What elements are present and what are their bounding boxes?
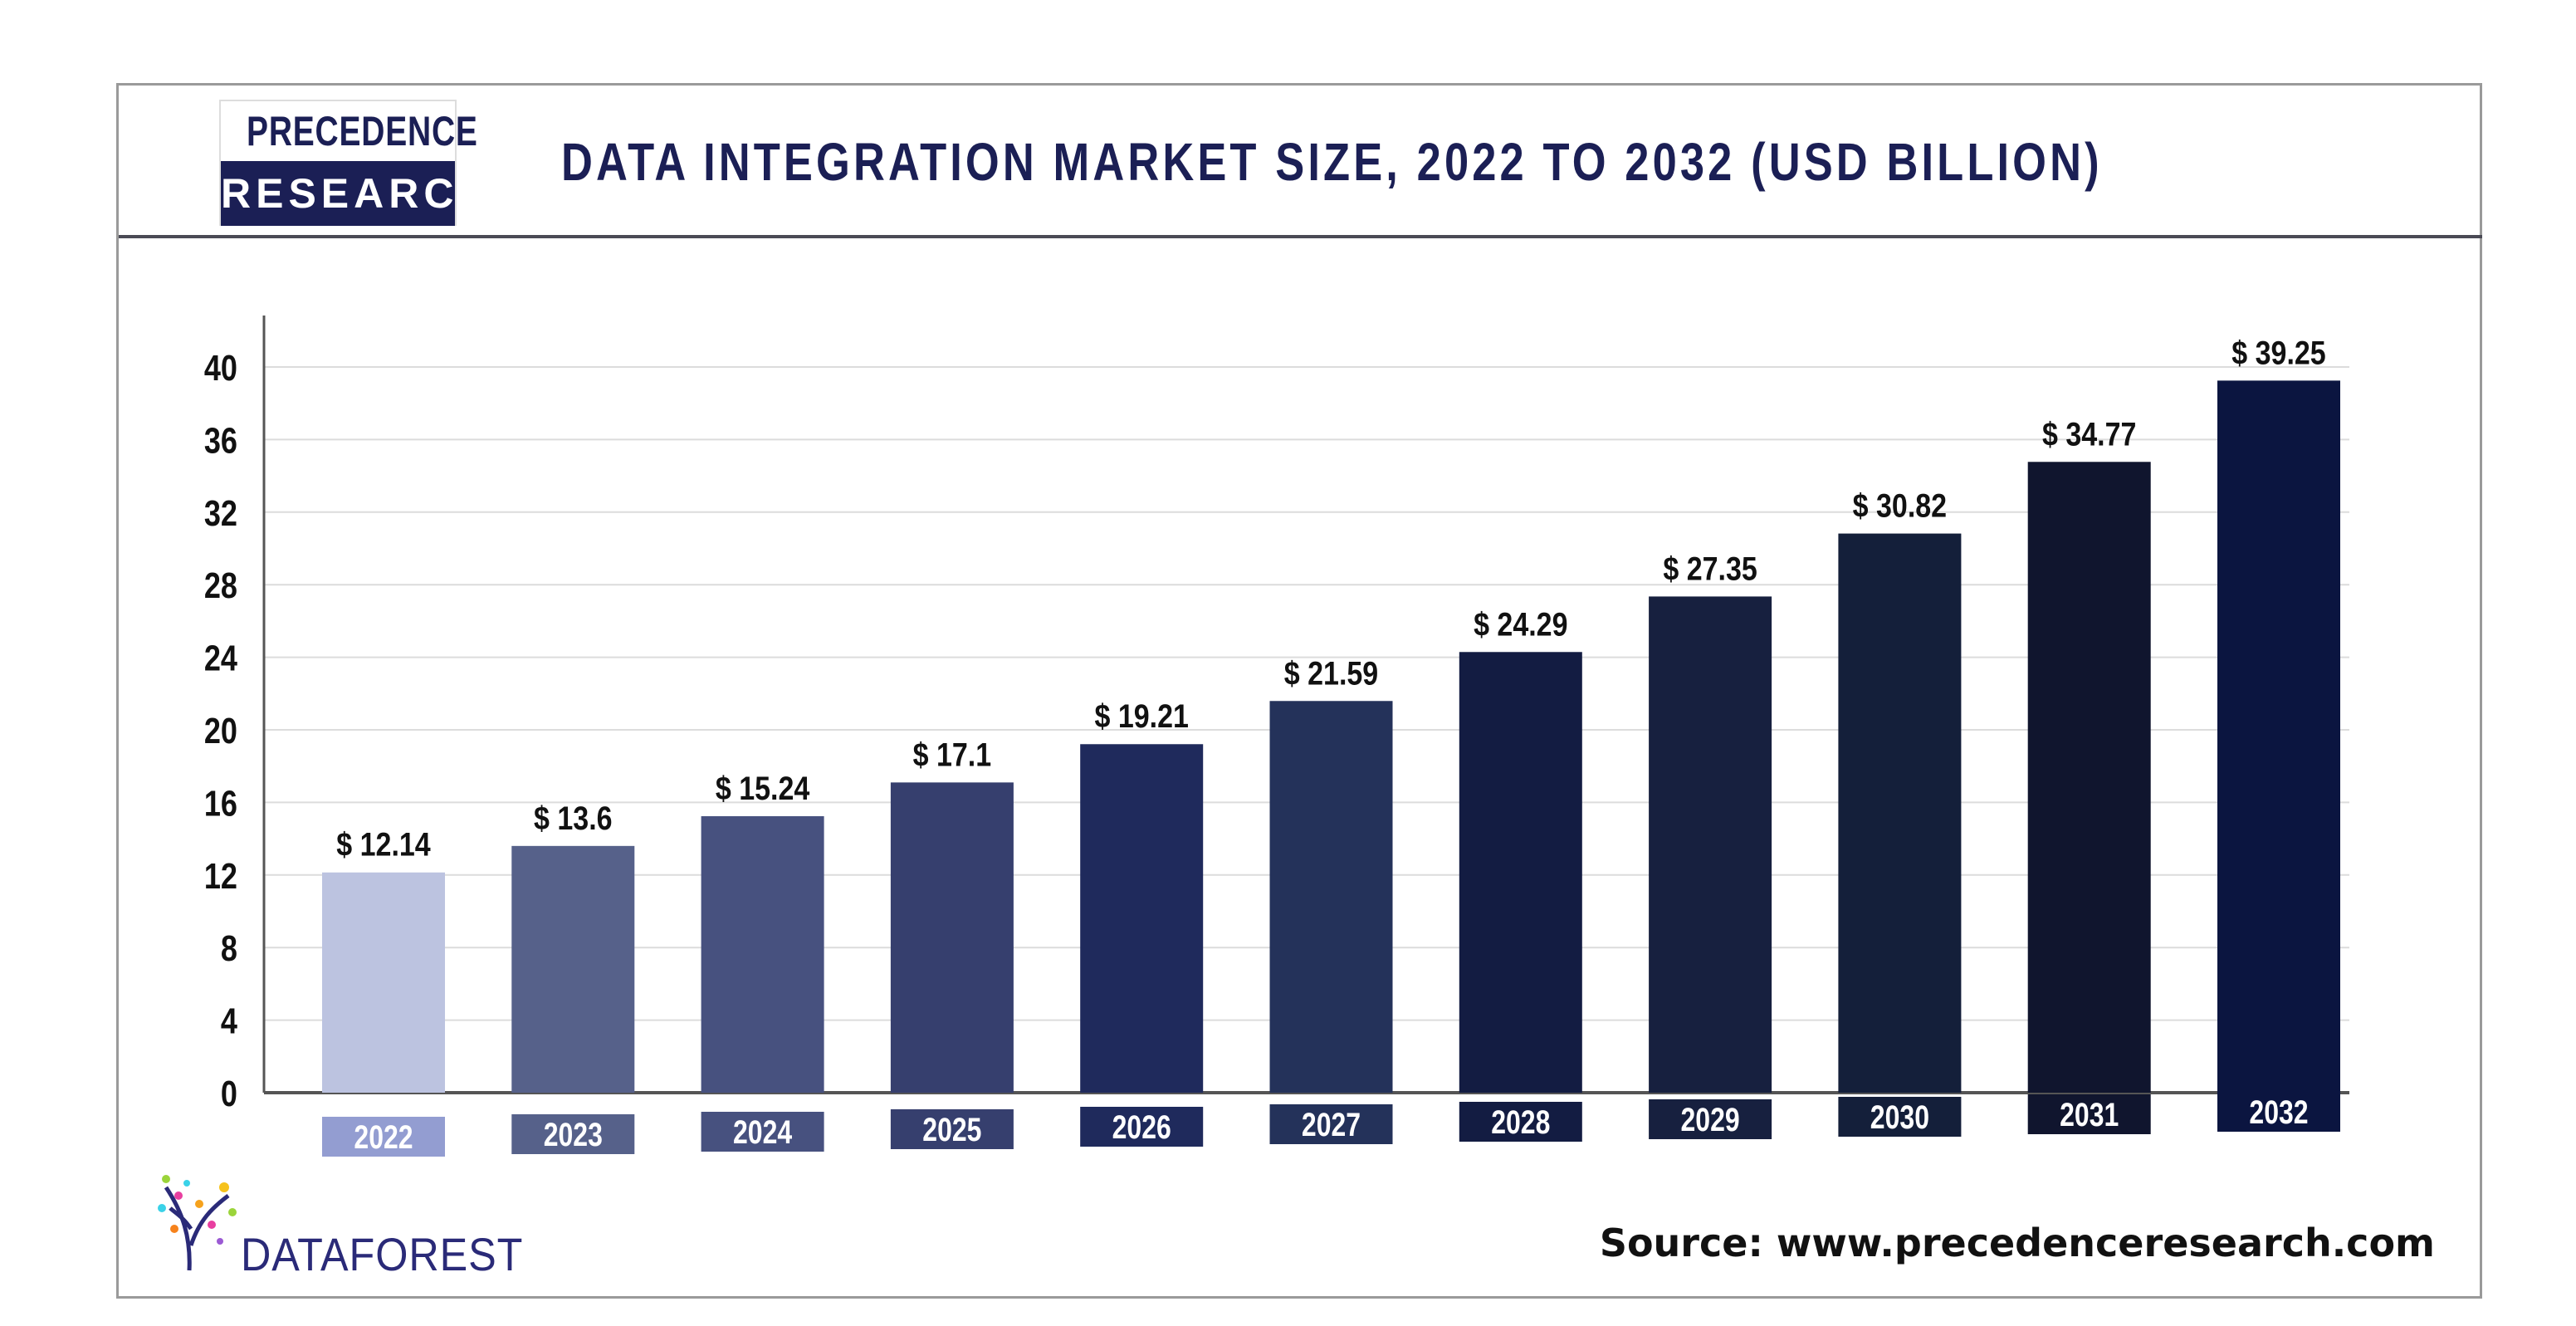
y-tick-label: 4 [221, 1001, 238, 1041]
y-tick-label: 24 [204, 638, 238, 678]
data-label: $ 21.59 [1284, 654, 1378, 692]
bar [1838, 533, 1962, 1093]
y-tick-label: 40 [204, 348, 237, 389]
y-tick-label: 12 [204, 855, 237, 896]
x-tick-label: 2026 [1112, 1108, 1171, 1146]
x-tick-box [890, 1109, 1014, 1149]
bar [890, 782, 1014, 1093]
chart-title: DATA INTEGRATION MARKET SIZE, 2022 TO 20… [561, 132, 2103, 192]
bar [701, 816, 824, 1093]
data-label: $ 15.24 [716, 769, 810, 806]
y-tick-label: 28 [204, 565, 237, 606]
y-tick-label: 20 [204, 711, 237, 751]
x-tick-label: 2024 [733, 1113, 792, 1151]
bar [1080, 744, 1204, 1093]
x-tick-label: 2022 [354, 1118, 413, 1156]
data-label: $ 19.21 [1094, 697, 1188, 735]
data-label: $ 39.25 [2231, 334, 2325, 371]
x-tick-box [701, 1112, 824, 1152]
bar [1649, 596, 1772, 1093]
data-label: $ 30.82 [1853, 487, 1947, 524]
data-label: $ 27.35 [1663, 550, 1757, 587]
x-tick-label: 2025 [922, 1111, 981, 1148]
data-label: $ 24.29 [1474, 605, 1567, 643]
x-tick-label: 2029 [1681, 1101, 1740, 1138]
x-tick-box [1838, 1097, 1962, 1137]
y-tick-label: 36 [204, 420, 237, 461]
x-tick-box [1459, 1102, 1582, 1142]
data-label: $ 17.1 [913, 736, 992, 773]
bar [1269, 701, 1393, 1093]
x-tick-label: 2027 [1302, 1106, 1361, 1143]
bar [1459, 652, 1582, 1093]
x-tick-label: 2032 [2249, 1094, 2308, 1131]
y-tick-label: 8 [221, 928, 237, 969]
x-tick-box [511, 1114, 635, 1154]
bar [2217, 380, 2340, 1093]
y-tick-label: 0 [221, 1074, 237, 1114]
x-tick-box [322, 1117, 445, 1157]
x-tick-box [2217, 1092, 2340, 1132]
x-tick-box [1649, 1099, 1772, 1139]
x-tick-label: 2028 [1491, 1103, 1550, 1141]
bar [2027, 462, 2151, 1093]
x-tick-label: 2030 [1870, 1098, 1929, 1136]
data-label: $ 34.77 [2042, 415, 2136, 453]
source-text: Source: www.precedenceresearch.com [1599, 1221, 2435, 1265]
data-label: $ 13.6 [534, 799, 613, 836]
bar [322, 872, 445, 1093]
bar [511, 845, 635, 1093]
precedence-research-logo: PRECEDENCE RESEARCH [219, 100, 489, 226]
x-tick-label: 2031 [2060, 1096, 2119, 1133]
header-divider [119, 235, 2482, 238]
dataforest-wordmark: DATAFOREST [241, 1228, 524, 1280]
x-tick-box [1269, 1104, 1393, 1144]
chart-frame [116, 83, 2482, 1299]
y-tick-label: 32 [204, 492, 237, 533]
x-tick-label: 2023 [544, 1116, 603, 1153]
logo-bottom: RESEARCH [221, 161, 489, 226]
data-label: $ 12.14 [336, 825, 431, 863]
y-tick-label: 16 [204, 783, 237, 824]
x-tick-box [1080, 1107, 1204, 1147]
dataforest-logo [158, 1175, 237, 1271]
x-tick-box [2027, 1094, 2151, 1134]
